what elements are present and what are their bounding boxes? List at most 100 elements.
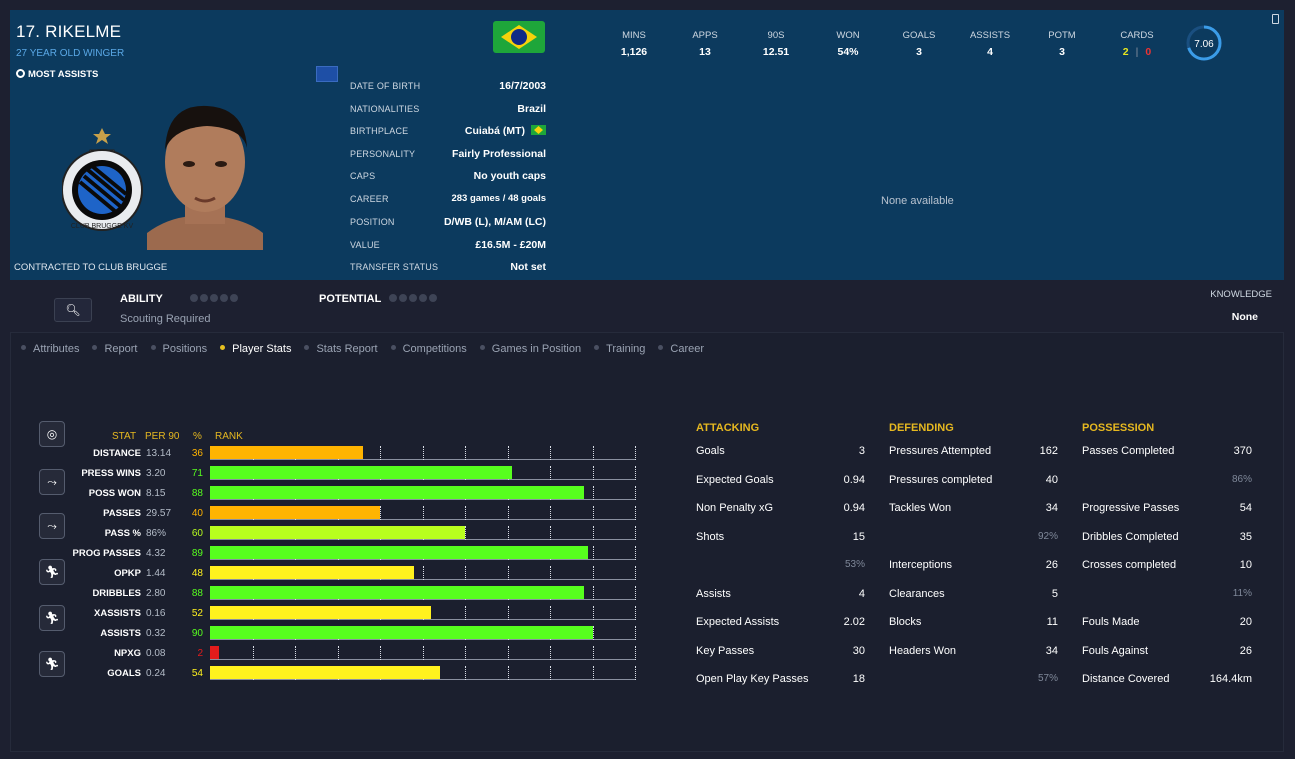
tab-attributes[interactable]: Attributes xyxy=(21,343,79,355)
contract-status[interactable]: CONTRACTED TO CLUB BRUGGE xyxy=(14,262,168,273)
detail-value[interactable]: Cuiabá (MT) xyxy=(370,125,546,137)
chart-row-label: PASSES xyxy=(103,508,141,519)
tab-stats-report[interactable]: Stats Report xyxy=(304,343,378,355)
none-available-text: None available xyxy=(881,195,954,207)
cards-value: 2 | 0 xyxy=(1102,46,1172,58)
tab-report[interactable]: Report xyxy=(92,343,138,355)
chart-bar[interactable] xyxy=(210,566,414,579)
tab-dot xyxy=(594,345,600,350)
chart-bar[interactable] xyxy=(210,486,584,499)
stat-label: Blocks xyxy=(889,616,922,628)
chart-bar[interactable] xyxy=(210,666,440,679)
second-nationality-flag[interactable] xyxy=(316,66,338,82)
chart-row-per90: 0.24 xyxy=(146,668,166,679)
chart-gridline xyxy=(635,466,636,480)
nationality-flag[interactable] xyxy=(493,21,545,53)
chart-bar[interactable] xyxy=(210,606,431,619)
chart-gridline xyxy=(337,646,339,660)
chart-bar[interactable] xyxy=(210,626,593,639)
chart-bar[interactable] xyxy=(210,526,465,539)
detail-label: VALUE xyxy=(350,240,380,250)
stat-value: 26 xyxy=(1239,644,1252,657)
stat-percentage: 11% xyxy=(1232,587,1252,599)
chart-row-label: DISTANCE xyxy=(93,448,141,459)
chart-bar[interactable] xyxy=(210,466,512,479)
tab-dot xyxy=(150,345,156,350)
tackle-icon[interactable]: ⤳ xyxy=(39,469,65,495)
tab-player-stats[interactable]: Player Stats xyxy=(220,343,291,355)
detail-value[interactable]: Brazil xyxy=(517,103,546,115)
tab-label: Training xyxy=(606,343,646,355)
chart-row-per90: 0.08 xyxy=(146,648,166,659)
chart-row-label: ASSISTS xyxy=(100,628,141,639)
chart-bar[interactable] xyxy=(210,546,589,559)
stat-value: 20 xyxy=(1239,616,1252,628)
chart-row-label: DRIBBLES xyxy=(92,588,141,599)
tab-dot xyxy=(658,345,664,350)
detail-value: 283 games / 48 goals xyxy=(451,193,546,204)
tab-competitions[interactable]: Competitions xyxy=(390,343,467,355)
chart-gridline xyxy=(550,446,551,460)
dribble-icon[interactable]: 🏃︎ xyxy=(39,559,65,585)
svg-text:CLUB BRUGGE KV: CLUB BRUGGE KV xyxy=(71,223,134,230)
chart-row-percentile: 90 xyxy=(191,628,203,639)
player-icon[interactable]: ◎ xyxy=(39,421,65,447)
tab-career[interactable]: Career xyxy=(658,343,704,355)
chart-gridline xyxy=(592,526,594,540)
detail-value: 16/7/2003 xyxy=(499,80,546,92)
chart-gridline xyxy=(592,546,594,560)
chart-gridline xyxy=(635,626,636,640)
chart-row-per90: 86% xyxy=(146,528,167,539)
chart-bar[interactable] xyxy=(210,586,584,599)
chart-row-label: PASS % xyxy=(104,528,141,539)
chart-gridline xyxy=(635,666,636,680)
stat-value: 35 xyxy=(1239,530,1252,543)
detail-value: £16.5M - £20M xyxy=(475,239,546,251)
stat-label: Expected Assists xyxy=(696,616,780,628)
stat-label: Open Play Key Passes xyxy=(696,673,809,685)
chart-row-per90: 1.44 xyxy=(146,568,166,579)
chart-gridline xyxy=(592,586,594,600)
chart-row-per90: 8.15 xyxy=(146,488,166,499)
stat-label: Headers Won xyxy=(889,644,957,657)
tab-positions[interactable]: Positions xyxy=(150,343,207,355)
stat-value: 0.94 xyxy=(843,473,865,486)
menu-icon[interactable] xyxy=(1272,14,1279,24)
chart-bar[interactable] xyxy=(210,506,380,519)
assist-icon[interactable]: 🏃︎ xyxy=(39,605,65,631)
stat-percentage: 86% xyxy=(1231,473,1252,485)
club-crest[interactable]: CLUB BRUGGE KV xyxy=(61,128,146,243)
chart-gridline xyxy=(550,606,551,620)
stat-percentage: 92% xyxy=(1037,530,1058,542)
tab-games-in-position[interactable]: Games in Position xyxy=(479,343,581,355)
chart-row-per90: 3.20 xyxy=(146,468,166,479)
player-name[interactable]: 17. RIKELME xyxy=(16,22,122,41)
tab-label: Attributes xyxy=(33,343,80,355)
stat-label: Fouls Made xyxy=(1082,616,1140,628)
stat-header-cards: CARDS xyxy=(1120,30,1154,41)
chart-row-per90: 2.80 xyxy=(146,588,166,599)
chart-bar[interactable] xyxy=(210,446,363,459)
tab-training[interactable]: Training xyxy=(594,343,645,355)
chart-gridline xyxy=(592,486,594,500)
pass-icon[interactable]: ⤳ xyxy=(39,513,65,539)
stat-value: 13 xyxy=(699,46,711,58)
stat-label: Pressures completed xyxy=(889,473,993,486)
chart-gridline xyxy=(592,466,594,480)
average-rating[interactable]: 7.06 xyxy=(1185,24,1223,62)
most-assists-tag: MOST ASSISTS xyxy=(16,69,98,80)
col-stat: STAT xyxy=(112,431,137,442)
col-rank: RANK xyxy=(215,431,243,442)
chart-gridline xyxy=(635,486,636,500)
section-title: POSSESSION xyxy=(1082,422,1155,434)
stat-label: Clearances xyxy=(889,587,945,600)
stat-value: 34 xyxy=(1045,644,1058,657)
detail-value: Fairly Professional xyxy=(452,148,546,160)
shooting-icon[interactable]: 🏃︎ xyxy=(39,651,65,677)
scout-search-button[interactable]: 🔍︎ xyxy=(54,298,92,322)
chart-bar[interactable] xyxy=(210,646,219,659)
stat-header: GOALS xyxy=(902,30,936,41)
chart-gridline xyxy=(550,646,551,660)
chart-row-per90: 4.32 xyxy=(146,548,166,559)
chart-gridline xyxy=(507,606,509,620)
